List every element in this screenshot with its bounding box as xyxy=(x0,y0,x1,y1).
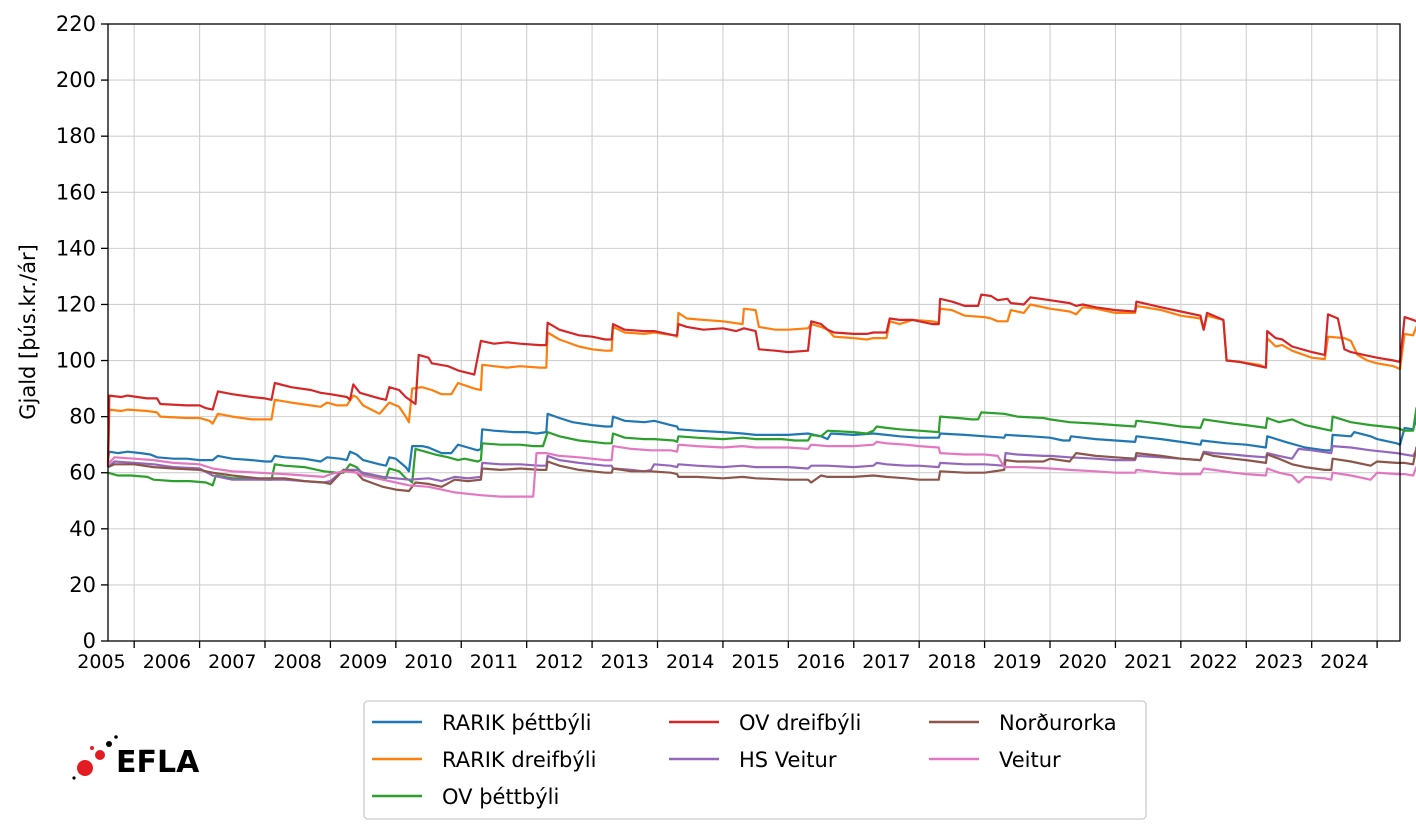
y-axis: 0 20 40 60 80 100 120 140 160 180 200 220 xyxy=(56,12,108,653)
y-tick-label: 160 xyxy=(56,180,96,204)
x-tick-label: 2019 xyxy=(993,651,1041,673)
logo-dot-medium xyxy=(95,750,105,760)
logo-text: EFLA xyxy=(116,745,200,780)
x-tick-label: 2017 xyxy=(862,651,910,673)
x-tick-label: 2020 xyxy=(1059,651,1107,673)
logo-dot-large xyxy=(77,760,93,776)
x-tick-label: 2009 xyxy=(339,651,387,673)
legend-label: Norðurorka xyxy=(999,711,1117,735)
x-tick-label: 2006 xyxy=(143,651,191,673)
x-tick-label: 2010 xyxy=(404,651,452,673)
x-tick-label: 2018 xyxy=(928,651,976,673)
y-tick-label: 120 xyxy=(56,292,96,316)
x-tick-label: 2024 xyxy=(1320,651,1368,673)
plot-background xyxy=(108,24,1400,641)
logo-dot-dark xyxy=(72,776,76,780)
x-tick-label: 2022 xyxy=(1189,651,1237,673)
series-line-6 xyxy=(107,446,1416,493)
x-tick-label: 2007 xyxy=(208,651,256,673)
y-tick-label: 180 xyxy=(56,124,96,148)
x-tick-label: 2021 xyxy=(1124,651,1172,673)
legend-label: OV þéttbýli xyxy=(442,785,559,809)
legend-label: RARIK dreifbýli xyxy=(442,748,596,772)
legend-frame xyxy=(363,700,1147,820)
y-tick-label: 80 xyxy=(69,405,96,429)
y-tick-label: 200 xyxy=(56,68,96,92)
series-line-1 xyxy=(106,412,1416,473)
series-line-4 xyxy=(106,293,1416,468)
plot-frame xyxy=(107,23,1401,642)
x-tick-label: 2013 xyxy=(601,651,649,673)
x-axis: 2005 2006 2007 2008 2009 2010 2011 2012 2013 2014… xyxy=(77,641,1378,673)
y-tick-label: 40 xyxy=(69,517,96,541)
y-tick-label: 20 xyxy=(69,573,96,597)
legend-label: HS Veitur xyxy=(739,748,837,772)
legend: RARIK þéttbýli RARIK dreifbýli OV þéttbýli… xyxy=(363,700,1147,820)
legend-label: RARIK þéttbýli xyxy=(442,711,591,735)
series-line-5 xyxy=(107,445,1416,484)
logo-dot-small-black xyxy=(106,741,112,747)
series-lines xyxy=(106,293,1416,498)
y-tick-label: 60 xyxy=(69,461,96,485)
logo-dot-tiny-red xyxy=(90,746,94,750)
y-axis-label: Gjald [þús.kr./ár] xyxy=(16,244,40,420)
y-tick-label: 100 xyxy=(56,349,96,373)
x-tick-label: 2016 xyxy=(797,651,845,673)
x-tick-label: 2015 xyxy=(731,651,779,673)
x-tick-label: 2005 xyxy=(77,651,125,673)
x-tick-label: 2012 xyxy=(535,651,583,673)
x-tick-label: 2008 xyxy=(274,651,322,673)
x-tick-label: 2014 xyxy=(666,651,714,673)
logo-dot-tiny-black xyxy=(114,735,118,739)
efla-logo: EFLA xyxy=(72,735,200,780)
legend-label: OV dreifbýli xyxy=(739,711,861,735)
y-tick-label: 140 xyxy=(56,236,96,260)
legend-label: Veitur xyxy=(999,748,1061,772)
x-tick-label: 2011 xyxy=(470,651,518,673)
y-tick-label: 0 xyxy=(83,629,96,653)
series-line-7 xyxy=(107,440,1416,498)
x-tick-label: 2023 xyxy=(1255,651,1303,673)
y-tick-label: 220 xyxy=(56,12,96,36)
